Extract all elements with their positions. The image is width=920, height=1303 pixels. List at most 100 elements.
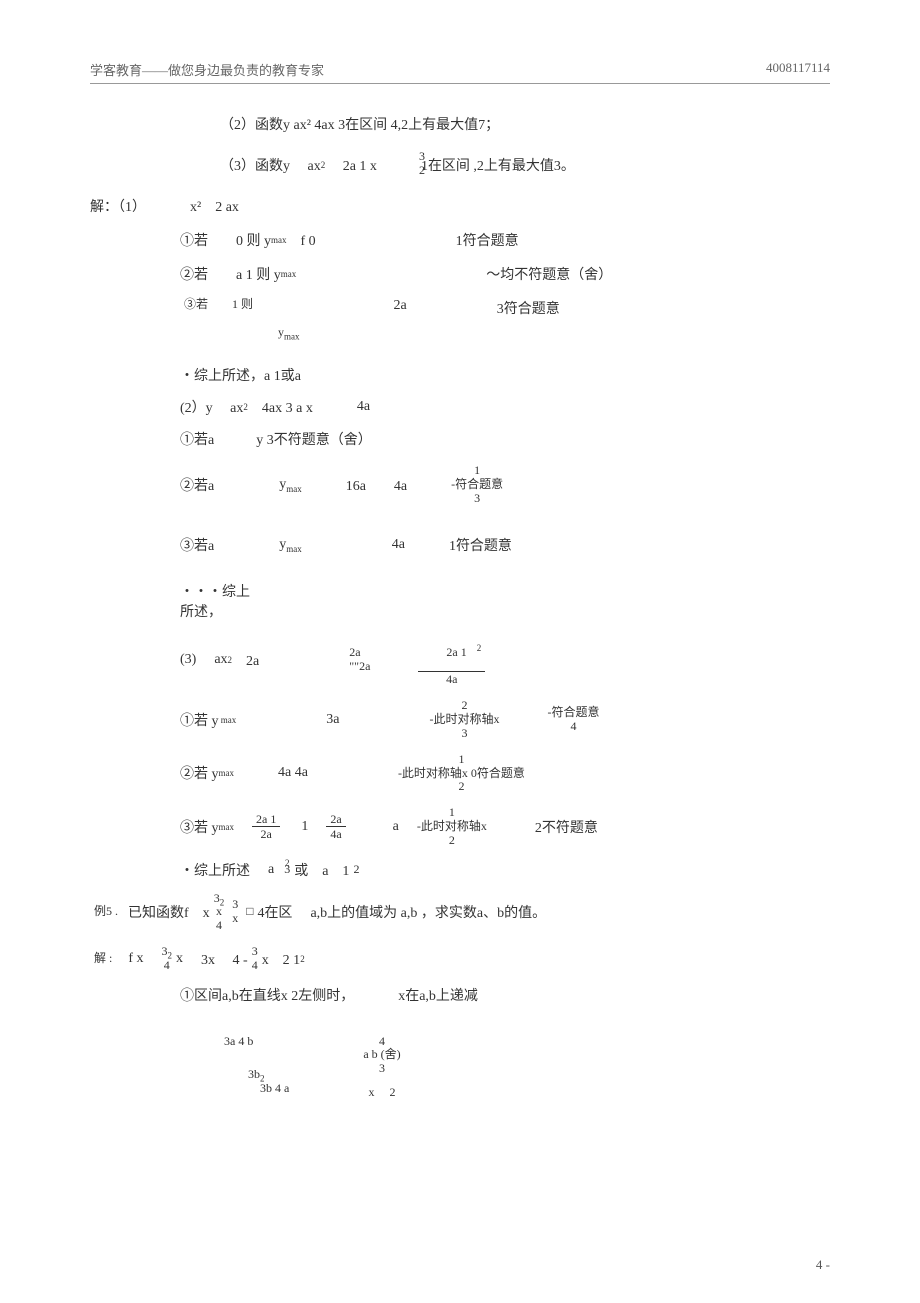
num: 3 [415,150,429,163]
text: x 2 1 [262,949,301,969]
text: ymax [258,521,302,569]
den: 4 [570,720,576,734]
intro-2: （2）函数y ax² 4ax 3在区间 4,2上有最大值7； [220,114,830,134]
text: 2a [394,298,407,314]
text: 1符合题意 [449,535,512,555]
text: ・综上所述，a 1或a [180,365,301,385]
text: ymax [258,461,302,509]
p2-case-1: ①若a y 3不符题意（舍） [180,429,830,449]
text: 2不符题意 [535,817,598,837]
text: x在a,b上递减 [398,985,478,1005]
text: 3a [326,712,339,728]
text: (2）y ax [180,397,243,417]
header: 学客教育——做您身边最负责的教育专家 4008117114 [90,60,830,84]
text: f 0 [287,230,316,250]
fraction: 3 2 [415,150,429,176]
text: 3 [379,1062,385,1076]
text: 2a [349,646,360,660]
text: 已知函数f x [128,902,210,922]
ex5-bottom: 3a 4 b 3b2 3b 4 a 4 a b (舍) 3 x 2 [220,1035,830,1110]
text: a [393,819,399,835]
text: 4a [392,537,405,553]
ex5-line: ①区间a,b在直线x 2左侧时， x在a,b上递减 [180,985,830,1005]
text: -符合题意 [451,478,503,492]
text: a b (舍) [363,1048,400,1062]
den: 4a [442,672,461,685]
part-2: (2）y ax 2 4ax 3 a x 4a [180,397,830,417]
label: 解 : [94,952,112,966]
fraction: 2a 12 4a [418,634,485,685]
text: ・综上所述 [180,860,250,880]
stack: 2a ""2a [349,646,370,674]
num: 1 [458,753,464,767]
case-1: ①若 0 则 y max f 0 1符合题意 [180,230,830,250]
stack: 2 -此时对称轴x 3 [429,699,499,740]
text: 1 [301,819,308,835]
fraction: 2a 4a [326,813,345,840]
text: 2a 1 x [325,155,377,175]
text: 1在区间 ,2上有最大值3。 [421,155,575,175]
stack: 4 a b (舍) 3 x 2 [363,1035,400,1100]
p3-case-3: ③若 y max 2a 1 2a 1 2a 4a a 1 -此时对称轴x 2 2… [180,806,830,847]
text: ③若a [180,535,214,555]
text: x 2 [368,1086,395,1100]
text: 所述， [180,603,830,623]
num: 2a 1 [252,813,280,827]
text: 3b [248,1067,260,1081]
text: ①若a y 3不符题意（舍） [180,429,372,449]
sub: max [284,331,300,341]
text: ②若a [180,475,214,495]
stack: 2 [353,863,359,877]
stack: 3a 4 b 3b2 3b 4 a [224,1035,289,1110]
stack: -符合题意 4 [547,706,599,734]
text: ax [214,652,227,668]
text: ""2a [349,660,370,674]
num: 2a 12 [418,634,485,672]
page: 学客教育——做您身边最负责的教育专家 4008117114 （2）函数y ax²… [0,0,920,1303]
stack: 1 -此时对称轴x 2 [417,806,487,847]
stack: 2 3 [284,863,290,877]
den: 3 [474,492,480,506]
case-summary: ・综上所述，a 1或a [180,365,830,385]
stack: 3 x [232,898,238,926]
text: 4a 4a [278,765,308,781]
text: （2）函数y ax² 4ax 3在区间 4,2上有最大值7； [220,114,499,134]
intro-3: （3）函数y ax 2 2a 1 x 1在区间 ,2上有最大值3。 3 2 [220,152,830,178]
den: 3 [461,727,467,741]
den: 4a [326,827,345,840]
p3-case-1: ①若 y max 3a 2 -此时对称轴x 3 -符合题意 4 [180,699,830,740]
text: 或 a 1 [294,860,349,880]
text: x [176,951,183,967]
text: ②若 a 1 则 y [180,264,281,284]
p2-case-2: ②若a ymax 16a 4a 1 -符合题意 3 [180,461,830,509]
text: ①区间a,b在直线x 2左侧时， [180,985,354,1005]
p3-case-2: ②若 y max 4a 4a 1 -此时对称轴x 0符合题意 2 [180,753,830,794]
frac: 1 -符合题意 3 [451,464,503,505]
solution-1: 解：（1） x² 2 ax [90,196,830,216]
den: 2 [449,834,455,848]
text: -此时对称轴x [417,820,487,834]
example-5-sol: 解 : f x 32 4 x 3x 4 - 3 4 x 2 1 2 [90,945,830,973]
stack: 1 -此时对称轴x 0符合题意 2 [398,753,525,794]
text: -此时对称轴x [429,713,499,727]
text: -此时对称轴x 0符合题意 [398,767,525,781]
text: f x [128,951,143,967]
text: 16a 4a [346,475,407,495]
p3-summary: ・综上所述 a 2 3 或 a 1 2 [180,860,830,880]
case-2: ②若 a 1 则 y max ～均不符题意（舍） [180,264,830,284]
stack: ③若 1 则 ymax [184,298,300,353]
header-right: 4008117114 [766,60,830,79]
expr: x² 2 ax [190,196,239,216]
text: ①若 y [180,710,219,730]
label: 例5 . [94,905,118,919]
text: (3) [180,652,196,668]
den: 2a [257,827,276,840]
text: （3）函数y ax [220,155,321,175]
den: 2 [353,863,359,877]
text: 3x 4 - [201,949,248,969]
text: 3a 4 b [224,1035,253,1049]
page-number: 4 - [816,1257,830,1273]
stack: □ [246,905,253,919]
label: 解：（1） [90,196,146,216]
text: 4在区 [257,902,292,922]
